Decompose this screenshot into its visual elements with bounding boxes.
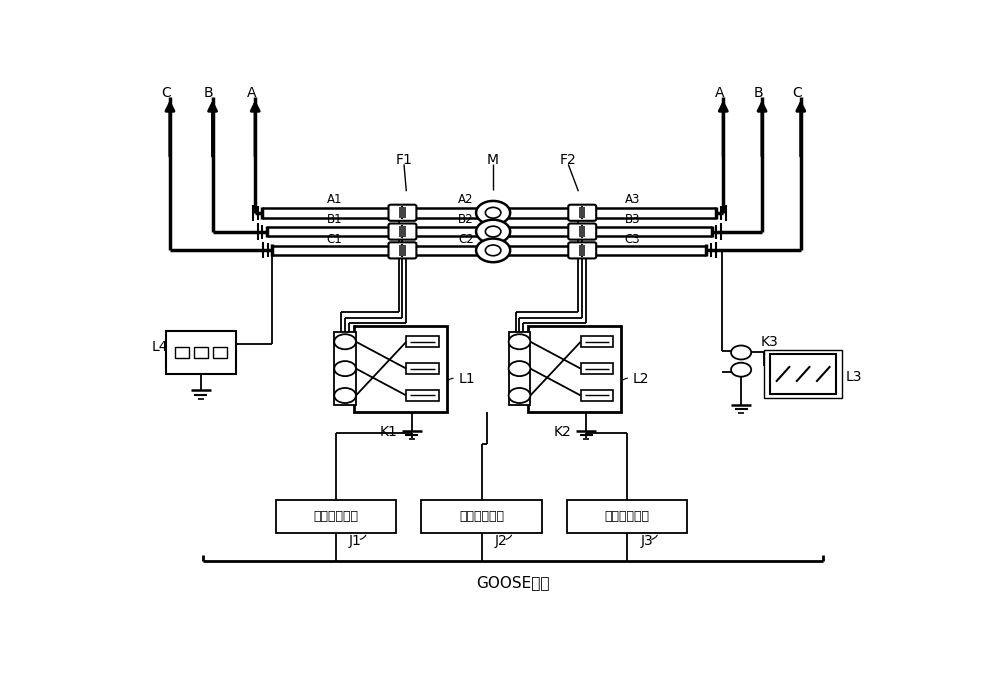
Circle shape: [485, 245, 501, 255]
Circle shape: [334, 361, 356, 376]
Bar: [406, 363, 439, 374]
FancyBboxPatch shape: [388, 223, 416, 239]
Bar: [213, 347, 227, 358]
Text: 第一处理装置: 第一处理装置: [313, 510, 358, 523]
Circle shape: [334, 334, 356, 349]
Bar: [175, 347, 189, 358]
Text: GOOSE网络: GOOSE网络: [476, 575, 549, 590]
Bar: [166, 331, 236, 374]
Text: B1: B1: [326, 213, 342, 226]
Text: 第二处理装置: 第二处理装置: [459, 510, 504, 523]
Text: 第三处理装置: 第三处理装置: [605, 510, 650, 523]
Bar: [194, 347, 208, 358]
Circle shape: [476, 220, 510, 244]
Bar: [509, 332, 530, 405]
Circle shape: [509, 388, 530, 403]
Text: C2: C2: [458, 233, 474, 246]
Text: J1: J1: [349, 533, 362, 548]
Bar: [406, 390, 439, 401]
Circle shape: [731, 363, 751, 377]
Text: C: C: [792, 86, 802, 100]
Bar: [581, 390, 613, 401]
Bar: [399, 245, 406, 255]
Circle shape: [476, 201, 510, 225]
Text: F1: F1: [396, 153, 412, 167]
Bar: [579, 207, 585, 218]
Text: C: C: [161, 86, 171, 100]
Text: J3: J3: [640, 533, 653, 548]
Text: K1: K1: [380, 425, 397, 439]
Text: A3: A3: [625, 193, 640, 206]
Circle shape: [485, 207, 501, 218]
Text: L4: L4: [152, 340, 168, 354]
Bar: [399, 226, 406, 237]
Bar: [406, 336, 439, 347]
Text: B3: B3: [625, 213, 640, 226]
Circle shape: [476, 239, 510, 262]
Circle shape: [509, 334, 530, 349]
Text: L3: L3: [846, 370, 862, 384]
Circle shape: [485, 226, 501, 237]
Text: C1: C1: [326, 233, 342, 246]
Text: L2: L2: [633, 372, 649, 387]
Bar: [354, 326, 447, 412]
FancyBboxPatch shape: [388, 205, 416, 221]
Circle shape: [334, 388, 356, 403]
Bar: [579, 226, 585, 237]
Bar: [579, 245, 585, 255]
Bar: [581, 336, 613, 347]
Text: B2: B2: [458, 213, 474, 226]
FancyBboxPatch shape: [568, 205, 596, 221]
Bar: [770, 354, 836, 394]
Bar: [528, 326, 621, 412]
Text: K3: K3: [761, 335, 778, 349]
Text: A2: A2: [458, 193, 474, 206]
FancyBboxPatch shape: [568, 223, 596, 239]
FancyBboxPatch shape: [568, 242, 596, 258]
Text: C3: C3: [625, 233, 640, 246]
Circle shape: [509, 361, 530, 376]
Text: A: A: [247, 86, 256, 100]
Text: K2: K2: [554, 425, 572, 439]
Text: B: B: [753, 86, 763, 100]
Bar: [421, 500, 542, 533]
Text: F2: F2: [560, 153, 577, 167]
Bar: [276, 500, 396, 533]
Text: B: B: [204, 86, 214, 100]
Bar: [581, 363, 613, 374]
Bar: [334, 332, 356, 405]
Bar: [567, 500, 687, 533]
Text: A: A: [715, 86, 724, 100]
Text: M: M: [487, 153, 499, 167]
Bar: [399, 207, 406, 218]
Text: L1: L1: [458, 372, 475, 387]
Text: A1: A1: [326, 193, 342, 206]
Circle shape: [731, 346, 751, 359]
FancyBboxPatch shape: [388, 242, 416, 258]
Text: J2: J2: [495, 533, 507, 548]
Bar: [764, 350, 842, 399]
